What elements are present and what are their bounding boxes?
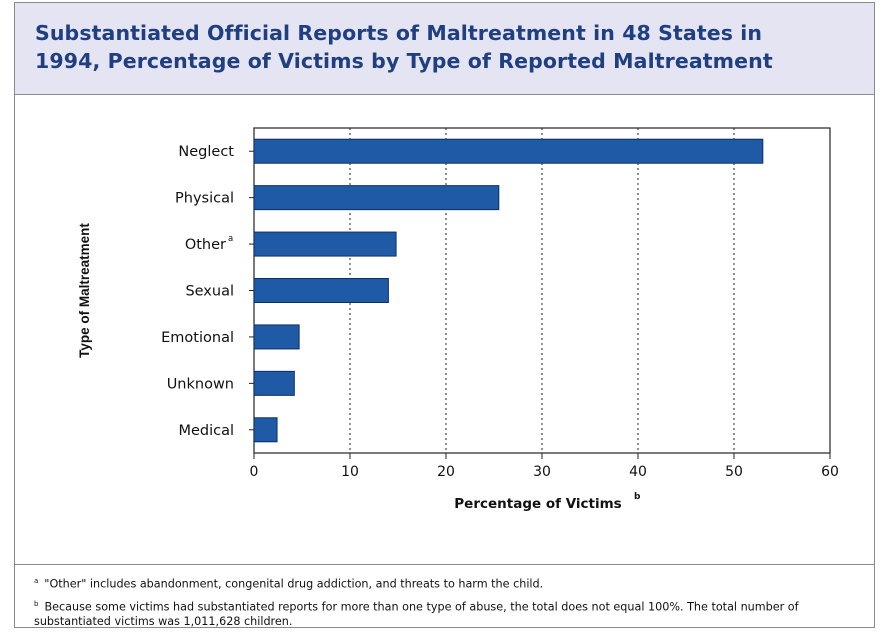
x-tick-label-30: 30: [533, 464, 551, 480]
category-label-sexual: Sexual: [185, 284, 234, 300]
figure-frame: Substantiated Official Reports of Maltre…: [14, 2, 875, 628]
category-label-neglect: Neglect: [178, 144, 234, 160]
category-superscript-other: a: [228, 234, 233, 244]
footnote-b-mark: b: [34, 600, 39, 608]
bar-unknown: [253, 370, 295, 396]
category-label-unknown: Unknown: [167, 376, 234, 392]
footnote-b: b Because some victims had substantiated …: [34, 597, 844, 629]
footnote-a: a "Other" includes abandonment, congenita…: [34, 574, 543, 592]
title-box: Substantiated Official Reports of Maltre…: [15, 3, 874, 95]
bar-other: [253, 231, 397, 257]
x-tick-label-50: 50: [725, 464, 743, 480]
bar-emotional: [253, 324, 300, 350]
x-tick-label-20: 20: [437, 464, 455, 480]
x-tick-label-60: 60: [821, 464, 839, 480]
footnote-a-mark: a: [34, 577, 39, 585]
chart-title-line-2: 1994, Percentage of Victims by Type of R…: [35, 49, 773, 73]
x-axis-label-superscript: b: [634, 492, 641, 502]
bar-medical: [253, 417, 278, 443]
category-label-medical: Medical: [178, 423, 234, 439]
footnote-a-text: "Other" includes abandonment, congenital…: [44, 577, 544, 591]
x-tick-label-0: 0: [250, 464, 259, 480]
x-axis-label: Percentage of Victims: [454, 496, 621, 512]
footnote-b-text: Because some victims had substantiated r…: [34, 600, 799, 628]
bar-sexual: [253, 278, 389, 303]
footnote-divider: [15, 564, 874, 565]
x-tick-label-10: 10: [341, 464, 359, 480]
bar-chart: Neglect Physical Other a Sexual Emotional Unkn…: [77, 127, 839, 512]
bar-physical: [253, 185, 500, 211]
bar-neglect: [253, 138, 764, 164]
category-label-physical: Physical: [175, 191, 234, 207]
category-label-other: Other: [185, 237, 226, 253]
chart-title-line-1: Substantiated Official Reports of Maltre…: [35, 21, 763, 45]
y-axis-label: Type of Maltreatment: [77, 223, 92, 358]
category-label-emotional: Emotional: [161, 330, 234, 346]
x-tick-label-40: 40: [629, 464, 647, 480]
